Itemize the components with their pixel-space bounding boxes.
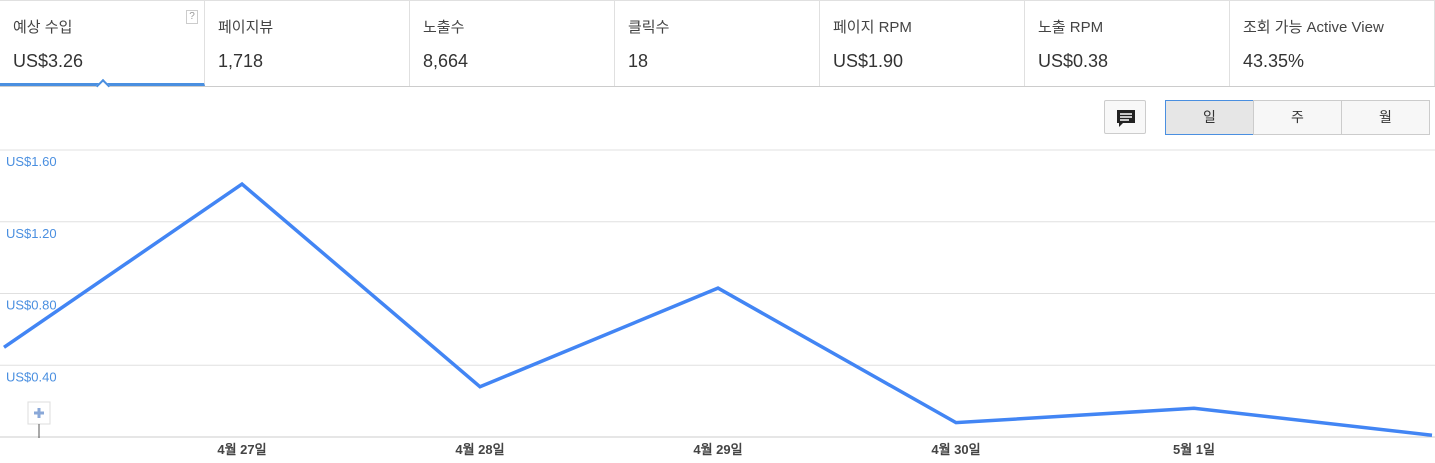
y-tick-label: US$0.80 (6, 298, 57, 313)
metric-value: 43.35% (1243, 51, 1305, 71)
metric-label: 페이지 RPM (833, 19, 912, 36)
metric-tab[interactable]: 노출 RPM US$0.38 (1025, 0, 1230, 86)
metric-tab[interactable]: 노출수 8,664 (410, 0, 615, 86)
comment-icon (1117, 110, 1135, 127)
help-icon[interactable]: ? (186, 10, 198, 24)
x-tick-label: 4월 29일 (693, 442, 742, 457)
metric-tab[interactable]: 페이지 RPM US$1.90 (820, 0, 1025, 86)
metric-tabs: 예상 수입 US$3.26? 페이지뷰 1,718 노출수 8,664 클릭수 18 페이지 R… (0, 0, 1435, 94)
plus-icon (34, 408, 44, 418)
period-button[interactable]: 주 (1253, 100, 1342, 135)
add-annotation (27, 401, 51, 425)
comment-button[interactable] (1104, 100, 1146, 134)
metric-tab[interactable]: 조회 가능 Active View 43.35% (1230, 0, 1435, 86)
metric-label: 노출수 (423, 19, 465, 36)
metric-value: 8,664 (423, 51, 469, 71)
y-tick-label: US$1.60 (6, 154, 57, 169)
x-tick-label: 4월 30일 (931, 442, 980, 457)
active-caret (95, 78, 111, 94)
metric-value: 18 (628, 51, 649, 71)
y-tick-label: US$0.40 (6, 369, 57, 384)
metric-value: US$1.90 (833, 51, 904, 71)
y-tick-label: US$1.20 (6, 226, 57, 241)
x-tick-label: 4월 27일 (217, 442, 266, 457)
series-line (3, 181, 1433, 437)
period-button[interactable]: 월 (1341, 100, 1430, 135)
metric-label: 노출 RPM (1038, 19, 1104, 36)
metric-tab[interactable]: 클릭수 18 (615, 0, 820, 86)
metric-label: 예상 수입 (13, 19, 73, 36)
metric-value: US$3.26 (13, 51, 84, 71)
metric-label: 조회 가능 Active View (1243, 19, 1384, 36)
x-tick-label: 4월 28일 (455, 442, 504, 457)
metric-tab[interactable]: 페이지뷰 1,718 (205, 0, 410, 86)
metric-tab[interactable]: 예상 수입 US$3.26? (0, 0, 205, 94)
x-tick-label: 5월 1일 (1173, 442, 1215, 457)
metric-value: 1,718 (218, 51, 264, 71)
metric-label: 페이지뷰 (218, 19, 274, 36)
metric-value: US$0.38 (1038, 51, 1109, 71)
metric-label: 클릭수 (628, 19, 670, 36)
period-button[interactable]: 일 (1165, 100, 1254, 135)
